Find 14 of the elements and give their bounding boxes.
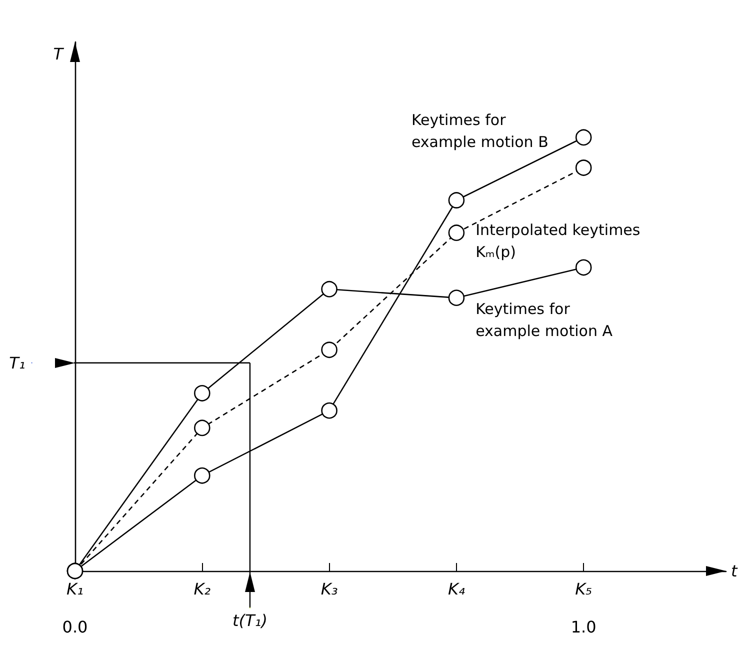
text: K₅ [575,580,592,598]
text: K₁ [66,580,84,598]
series-label: Keytimes for example motion B [411,111,548,152]
x-axis-title: t [731,562,738,580]
y-axis-title: T [53,44,64,64]
text: K₂ [194,580,212,598]
ref-line-label: t(T₁) [232,610,268,630]
ref-line-label: T₁ [9,353,26,372]
series-label: Interpolated keytimes Kₘ(p) [476,220,640,261]
x-tick-label: 0.0 [62,618,88,636]
series-label: Keytimes for example motion A [476,300,614,340]
text: K₄ [448,580,466,598]
x-tick-label: 1.0 [570,618,596,636]
text: K₃ [320,580,338,598]
